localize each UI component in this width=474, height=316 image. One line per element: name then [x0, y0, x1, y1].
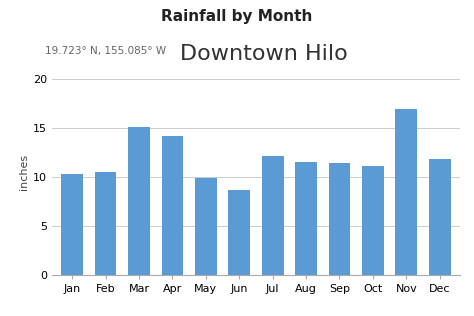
- Bar: [362, 166, 384, 275]
- Bar: [429, 159, 451, 275]
- Bar: [228, 190, 250, 275]
- Bar: [328, 163, 350, 275]
- Bar: [61, 174, 83, 275]
- Bar: [128, 127, 150, 275]
- Text: Downtown Hilo: Downtown Hilo: [180, 44, 348, 64]
- Bar: [295, 162, 317, 275]
- Bar: [162, 136, 183, 275]
- Text: Rainfall by Month: Rainfall by Month: [161, 9, 313, 24]
- Y-axis label: inches: inches: [19, 154, 29, 190]
- Bar: [395, 109, 417, 275]
- Text: 19.723° N, 155.085° W: 19.723° N, 155.085° W: [45, 46, 166, 56]
- Bar: [195, 178, 217, 275]
- Bar: [95, 172, 117, 275]
- Bar: [262, 155, 283, 275]
